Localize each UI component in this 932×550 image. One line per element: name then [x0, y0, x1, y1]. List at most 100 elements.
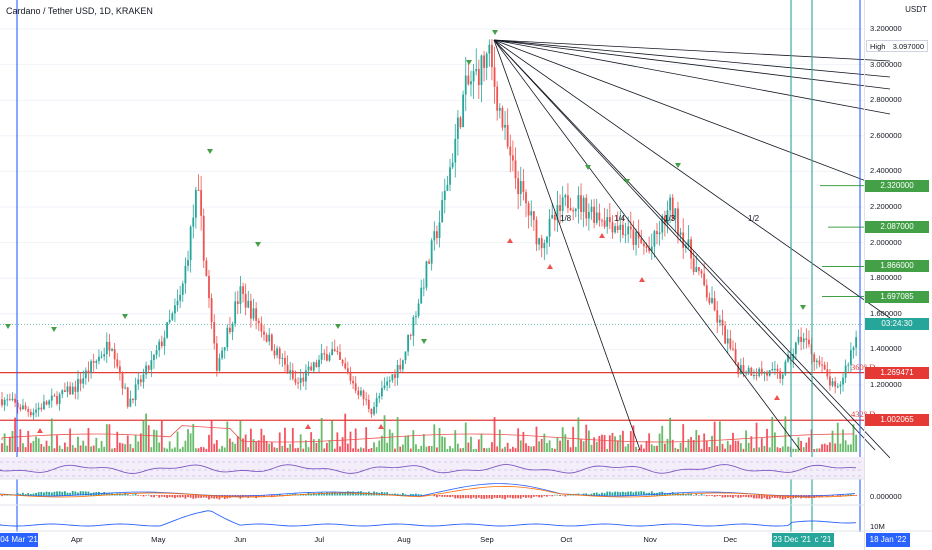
- candle-body: [525, 192, 527, 204]
- macd-histogram-bar: [147, 494, 150, 496]
- candle-body: [802, 338, 805, 342]
- macd-histogram-bar: [726, 495, 729, 498]
- macd-histogram-bar: [331, 492, 334, 496]
- volume-bar: [467, 442, 470, 452]
- date-cursor-tag[interactable]: c '21: [812, 533, 834, 547]
- macd-histogram-bar: [606, 491, 609, 496]
- volume-bar: [501, 448, 504, 452]
- currency-label[interactable]: USDT: [905, 5, 927, 14]
- volume-bar: [145, 413, 147, 452]
- candle-body: [181, 283, 184, 295]
- macd-histogram-bar: [181, 495, 184, 498]
- candle-body: [797, 336, 800, 343]
- candle-body: [61, 390, 64, 395]
- candle-body: [590, 206, 593, 213]
- volume-bar: [32, 440, 35, 452]
- volume-bar: [40, 444, 43, 452]
- volume-bar: [834, 443, 837, 452]
- volume-bar: [737, 440, 740, 452]
- volume-bar: [708, 446, 711, 452]
- volume-bar: [231, 441, 234, 452]
- candle-body: [713, 298, 716, 311]
- candle-body: [496, 86, 499, 111]
- candle-body: [826, 369, 829, 377]
- volume-bar: [252, 439, 255, 452]
- macd-histogram-bar: [703, 494, 706, 496]
- candle-body: [239, 286, 242, 304]
- volume-bar: [289, 444, 292, 452]
- volume-bar: [742, 448, 745, 452]
- volume-bar: [842, 429, 844, 452]
- volume-bar: [650, 444, 653, 452]
- candle-body: [404, 351, 407, 361]
- volume-bar: [375, 447, 378, 452]
- candle-body: [543, 242, 546, 249]
- date-cursor-tag[interactable]: 18 Jan '22: [866, 533, 910, 547]
- candle-body: [299, 377, 302, 383]
- fan-label-1-4: 1/4: [614, 214, 626, 223]
- candle-body: [532, 211, 535, 220]
- macd-histogram-bar: [624, 492, 627, 496]
- price-tick: 1.200000: [870, 380, 902, 389]
- candle-body: [126, 387, 129, 407]
- date-cursor-tag[interactable]: 23 Dec '21: [772, 533, 812, 547]
- volume-bar: [527, 446, 530, 452]
- symbol-title[interactable]: Cardano / Tether USD, 1D, KRAKEN: [6, 6, 153, 16]
- macd-histogram-bar: [538, 495, 540, 498]
- candle-body: [430, 240, 433, 264]
- candle-body: [367, 399, 370, 409]
- volume-bar: [808, 437, 810, 452]
- candle-body: [742, 365, 745, 373]
- volume-bar: [92, 445, 95, 452]
- macd-histogram-bar: [781, 495, 784, 500]
- macd-histogram-bar: [43, 492, 45, 496]
- volume-bar: [155, 430, 158, 452]
- volume-bar: [836, 422, 839, 452]
- candle-body: [234, 301, 237, 324]
- volume-bar: [367, 448, 370, 452]
- candle-body: [546, 236, 548, 243]
- fan-label-1-3: 1/3: [664, 214, 676, 223]
- volume-bar: [294, 448, 297, 452]
- macd-histogram-bar: [16, 493, 19, 496]
- volume-bar: [284, 427, 286, 452]
- volume-bar: [540, 438, 543, 452]
- candle-body: [98, 356, 100, 361]
- macd-histogram-bar: [493, 495, 496, 498]
- macd-histogram-bar: [842, 494, 844, 496]
- macd-histogram-bar: [745, 495, 747, 498]
- volume-bar: [847, 444, 850, 452]
- volume-bar: [339, 446, 341, 452]
- start-date-tag[interactable]: 04 Mar '21: [0, 533, 38, 547]
- candle-body: [844, 365, 847, 378]
- candle-body: [593, 206, 596, 223]
- candle-body: [50, 395, 53, 401]
- macd-histogram-bar: [213, 495, 216, 499]
- candle-body: [470, 81, 472, 85]
- candle-body: [477, 69, 480, 86]
- volume-bar: [383, 415, 386, 452]
- macd-histogram-bar: [551, 495, 554, 497]
- candle-body: [48, 400, 51, 405]
- volume-bar: [11, 431, 14, 452]
- macd-histogram-bar: [472, 495, 475, 498]
- macd-histogram-bar: [677, 492, 679, 496]
- candle-body: [556, 205, 559, 221]
- macd-histogram-bar: [718, 495, 721, 496]
- volume-bar: [63, 442, 66, 452]
- volume-bar: [656, 445, 658, 452]
- macd-histogram-bar: [789, 495, 792, 499]
- volume-bar: [553, 448, 556, 452]
- price-tick: 3.000000: [870, 59, 902, 69]
- candle-body: [134, 384, 137, 401]
- candle-body: [323, 353, 326, 355]
- volume-bar: [166, 448, 168, 452]
- macd-histogram-bar: [155, 495, 158, 496]
- volume-bar: [496, 446, 499, 452]
- volume-bar: [352, 448, 354, 452]
- volume-bar: [357, 448, 360, 452]
- volume-bar: [643, 448, 645, 452]
- macd-histogram-bar: [399, 494, 402, 496]
